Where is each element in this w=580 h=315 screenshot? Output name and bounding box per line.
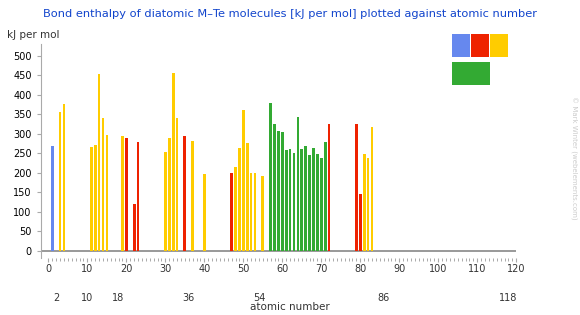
Bar (250, 173, 252, 250)
Bar (172, 73, 175, 250)
Bar (168, 138, 171, 250)
Bar (328, 123, 331, 250)
Bar (277, 131, 280, 250)
Bar (371, 127, 374, 250)
Bar (133, 204, 136, 250)
Bar (296, 117, 299, 250)
Bar (262, 176, 264, 250)
Text: 54: 54 (253, 293, 265, 303)
Bar (253, 173, 256, 250)
Bar (293, 153, 295, 250)
Bar (472, 34, 489, 57)
Bar (238, 148, 241, 250)
Bar (164, 152, 166, 250)
Bar (367, 158, 369, 250)
Text: kJ per mol: kJ per mol (8, 30, 60, 40)
Bar (281, 132, 284, 250)
Bar (359, 194, 362, 250)
Bar (300, 149, 303, 250)
Bar (176, 118, 179, 250)
Bar (125, 138, 128, 250)
Bar (273, 123, 276, 250)
Bar (452, 34, 470, 57)
Text: 18: 18 (113, 293, 125, 303)
Text: © Mark Winter (webelements.com): © Mark Winter (webelements.com) (570, 96, 577, 219)
Bar (312, 148, 315, 250)
Text: 2: 2 (53, 293, 59, 303)
Bar (289, 149, 292, 250)
Bar (203, 174, 206, 250)
Bar (324, 142, 327, 250)
Bar (183, 136, 186, 250)
Bar (59, 112, 61, 250)
Bar (246, 143, 249, 250)
Bar (269, 102, 272, 250)
Bar (452, 62, 490, 85)
Bar (121, 136, 124, 250)
Bar (316, 154, 319, 250)
Bar (90, 147, 93, 250)
Bar (191, 141, 194, 250)
Bar (63, 105, 66, 250)
Text: 36: 36 (183, 293, 195, 303)
Bar (363, 153, 365, 250)
Text: atomic number: atomic number (250, 302, 330, 312)
Bar (285, 151, 288, 250)
Text: 10: 10 (81, 293, 93, 303)
Bar (242, 110, 245, 250)
Bar (94, 145, 96, 250)
Bar (230, 173, 233, 250)
Text: Bond enthalpy of diatomic M–Te molecules [kJ per mol] plotted against atomic num: Bond enthalpy of diatomic M–Te molecules… (43, 9, 537, 20)
Bar (308, 156, 311, 250)
Bar (97, 74, 100, 250)
Bar (320, 158, 322, 250)
Bar (355, 123, 358, 250)
Bar (106, 135, 108, 250)
Text: 118: 118 (499, 293, 517, 303)
Bar (304, 146, 307, 250)
Bar (234, 167, 237, 250)
Bar (137, 142, 139, 250)
Bar (490, 34, 508, 57)
Bar (51, 146, 54, 250)
Bar (102, 118, 104, 250)
Text: 86: 86 (378, 293, 390, 303)
